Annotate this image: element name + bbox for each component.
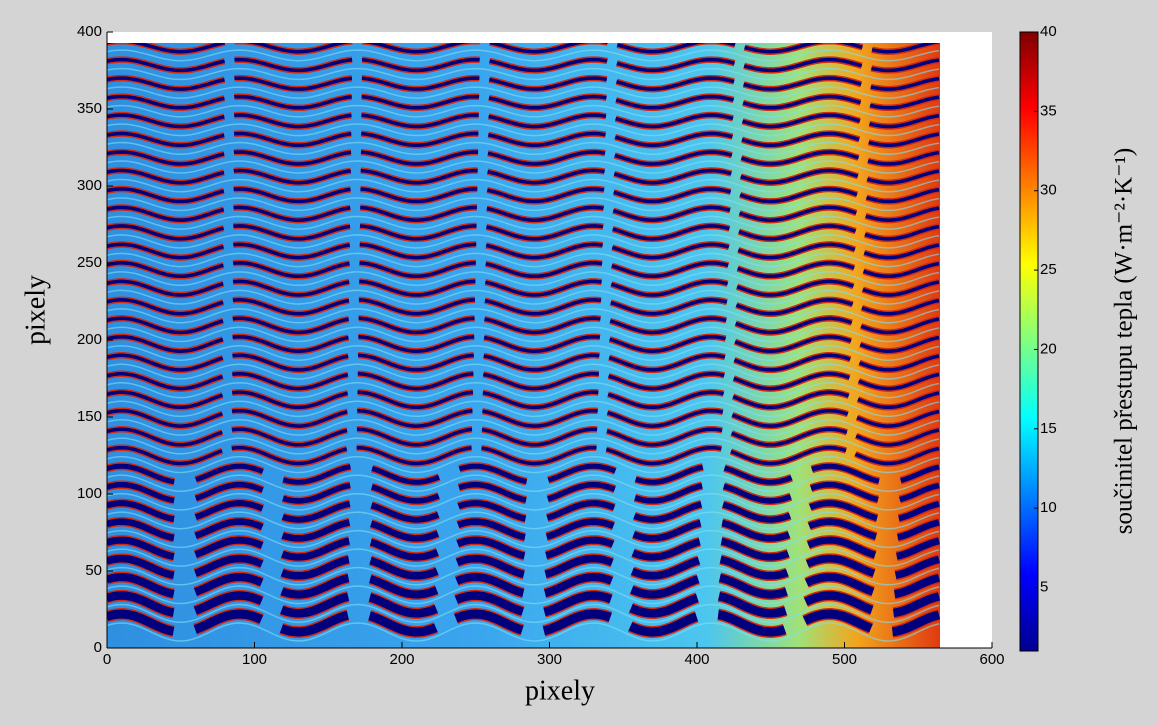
colorbar-tick-label: 35 (1040, 102, 1057, 119)
heatmap-highlight (107, 308, 940, 324)
heatmap-stripe (107, 353, 940, 372)
heatmap-stripe (107, 113, 940, 129)
heatmap-highlight (107, 271, 940, 287)
x-tick-label: 200 (389, 651, 414, 668)
colorbar-tick-label: 25 (1040, 261, 1057, 278)
x-tick-label: 100 (242, 651, 267, 668)
y-tick-label: 400 (77, 23, 102, 40)
heatmap-stripe (107, 481, 940, 504)
heatmap-highlight (107, 252, 940, 268)
colorbar-tick-label: 5 (1040, 578, 1048, 595)
y-tick-label: 100 (77, 485, 102, 502)
heatmap-stripe (107, 57, 940, 73)
x-tick-label: 400 (684, 651, 709, 668)
heatmap-highlight (107, 437, 940, 455)
heatmap-highlight (107, 197, 940, 212)
heatmap-stripe (107, 298, 940, 316)
colorbar-tick-label: 40 (1040, 23, 1057, 40)
heatmap-highlight (107, 455, 940, 474)
heatmap-stripe (107, 261, 940, 279)
colorbar (1019, 31, 1039, 652)
heatmap-stripe (107, 76, 940, 91)
heatmap-highlight (107, 474, 940, 492)
x-axis-label: pixely (525, 675, 595, 706)
heatmap-stripe (107, 536, 940, 561)
heatmap-highlight (107, 160, 940, 174)
y-axis-label: pixely (20, 275, 51, 345)
heatmap-stripe (107, 168, 940, 185)
heatmap-stripe (107, 94, 940, 110)
heatmap-stripe (107, 372, 940, 391)
heatmap-highlight (107, 585, 940, 605)
heatmap-highlight (107, 363, 940, 380)
heatmap-highlight (107, 492, 940, 511)
heatmap-highlight (107, 123, 940, 137)
heatmap-stripe (107, 591, 940, 618)
heatmap-stripe (107, 316, 940, 335)
y-tick-label: 50 (85, 562, 102, 579)
heatmap-highlight (107, 289, 940, 305)
heatmap-highlight (107, 345, 940, 361)
colorbar-tick-label: 15 (1040, 420, 1057, 437)
colorbar-label: součinitel přestupu tepla (W·m⁻²·K⁻¹) (1111, 148, 1138, 534)
heatmap-highlight (107, 67, 940, 81)
x-tick-label: 0 (103, 651, 111, 668)
heatmap-highlight (107, 418, 940, 436)
heatmap-stripe (107, 43, 940, 54)
x-tick-label: 500 (832, 651, 857, 668)
heatmap-stripe (107, 445, 940, 466)
heatmap-highlight (107, 49, 940, 62)
heatmap-highlight (107, 603, 940, 624)
heatmap-highlight (107, 104, 940, 118)
x-tick-label: 600 (979, 651, 1004, 668)
y-tick-label: 200 (77, 331, 102, 348)
heatmap-stripe (107, 427, 940, 447)
heatmap-stripe (107, 554, 940, 580)
heatmap-highlight (107, 511, 940, 530)
heatmap-highlight (107, 400, 940, 418)
heatmap-stripe (107, 187, 940, 204)
y-tick-label: 300 (77, 177, 102, 194)
heatmap-highlight (107, 566, 940, 586)
heatmap-stripe (107, 518, 940, 542)
heatmap-stripe (107, 205, 940, 222)
heatmap-stripe (107, 224, 940, 241)
colorbar-tick-label: 30 (1040, 182, 1057, 199)
heatmap-stripe (107, 150, 940, 166)
heatmap-highlight (107, 141, 940, 156)
colorbar-tick-label: 10 (1040, 499, 1057, 516)
y-tick-label: 350 (77, 100, 102, 117)
heatmap-stripe (107, 463, 940, 485)
y-tick-label: 150 (77, 408, 102, 425)
axes: 0 100 200 300 400 500 600 0 50 100 150 200 250 300 350… (77, 23, 1057, 668)
heatmap-highlight (107, 529, 940, 549)
x-tick-label: 300 (537, 651, 562, 668)
heatmap-highlight (107, 326, 940, 343)
heatmap-stripe (107, 390, 940, 410)
heatmap-highlight (107, 382, 940, 399)
heatmap-stripe (107, 500, 940, 523)
heatmap-highlight (107, 548, 940, 567)
heatmap-stripe (107, 242, 940, 260)
y-tick-label: 250 (77, 254, 102, 271)
heatmap-stripe (107, 572, 940, 599)
y-tick-label: 0 (94, 639, 102, 656)
heatmap-stripe (107, 279, 940, 297)
heatmap-highlight (107, 234, 940, 249)
heatmap-highlight (107, 178, 940, 193)
heatmap-highlight (107, 622, 940, 642)
heatmap-highlight (107, 215, 940, 230)
heatmap-highlight (107, 86, 940, 99)
heatmap-image (107, 43, 940, 648)
heatmap-stripe (107, 609, 940, 637)
heatmap-stripe (107, 408, 940, 428)
colorbar-tick-label: 20 (1040, 340, 1057, 357)
heatmap-stripe (107, 131, 940, 148)
heatmap-stripe (107, 335, 940, 353)
